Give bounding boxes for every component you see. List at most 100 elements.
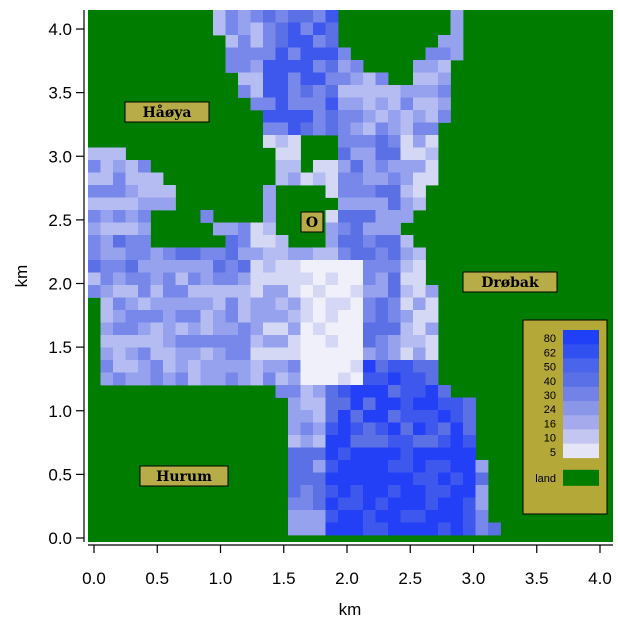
water-cell xyxy=(175,285,189,298)
water-cell xyxy=(350,485,364,498)
water-cell xyxy=(413,510,426,523)
water-cell xyxy=(400,110,414,123)
water-cell xyxy=(375,210,389,223)
water-cell xyxy=(113,310,126,323)
water-cell xyxy=(425,60,439,73)
water-cell xyxy=(238,10,251,23)
water-cell xyxy=(288,47,301,61)
water-cell xyxy=(338,385,351,398)
water-cell xyxy=(350,360,364,373)
water-cell xyxy=(400,360,414,373)
water-cell xyxy=(325,172,339,186)
water-cell xyxy=(363,485,376,498)
water-cell xyxy=(413,285,426,298)
water-cell xyxy=(200,347,214,361)
water-cell xyxy=(263,185,276,198)
water-cell xyxy=(375,472,389,486)
water-cell xyxy=(413,472,426,486)
water-cell xyxy=(100,260,114,273)
water-cell xyxy=(363,85,376,98)
water-cell xyxy=(313,10,326,23)
water-cell xyxy=(338,197,351,211)
water-cell xyxy=(363,147,376,161)
y-tick-label: 3.0 xyxy=(48,147,72,166)
water-cell xyxy=(338,335,351,348)
water-cell xyxy=(288,160,301,173)
water-cell xyxy=(250,97,264,111)
water-cell xyxy=(375,172,389,186)
water-cell xyxy=(175,310,189,323)
water-cell xyxy=(388,297,401,311)
water-cell xyxy=(388,485,401,498)
water-cell xyxy=(313,397,326,411)
water-cell xyxy=(425,310,439,323)
water-cell xyxy=(438,422,451,436)
water-cell xyxy=(150,260,164,273)
water-cell xyxy=(338,247,351,261)
water-cell xyxy=(288,272,301,286)
water-cell xyxy=(188,372,201,386)
water-cell xyxy=(375,435,389,448)
water-cell xyxy=(363,285,376,298)
water-cell xyxy=(113,247,126,261)
water-cell xyxy=(400,485,414,498)
water-cell xyxy=(250,372,264,386)
water-cell xyxy=(388,410,401,423)
legend-swatch xyxy=(563,330,599,345)
water-cell xyxy=(100,197,114,211)
water-cell xyxy=(338,497,351,511)
water-cell xyxy=(363,222,376,236)
water-cell xyxy=(463,447,476,461)
water-cell xyxy=(200,360,214,373)
water-cell xyxy=(400,160,414,173)
water-cell xyxy=(338,472,351,486)
water-cell xyxy=(263,22,276,36)
water-cell xyxy=(450,497,464,511)
water-cell xyxy=(263,297,276,311)
water-cell xyxy=(363,397,376,411)
water-cell xyxy=(263,60,276,73)
water-cell xyxy=(450,422,464,436)
water-cell xyxy=(275,85,289,98)
water-cell xyxy=(375,147,389,161)
water-cell xyxy=(288,10,301,23)
water-cell xyxy=(388,210,401,223)
water-cell xyxy=(450,460,464,473)
water-cell xyxy=(413,160,426,173)
water-cell xyxy=(213,372,226,386)
water-cell xyxy=(388,160,401,173)
x-tick-label: 4.0 xyxy=(588,569,612,588)
water-cell xyxy=(250,335,264,348)
place-label-o: O xyxy=(300,211,324,233)
water-cell xyxy=(425,135,439,148)
water-cell xyxy=(263,272,276,286)
water-cell xyxy=(400,297,414,311)
water-cell xyxy=(300,60,314,73)
water-cell xyxy=(438,510,451,523)
water-cell xyxy=(400,335,414,348)
water-cell xyxy=(463,497,476,511)
water-cell xyxy=(175,372,189,386)
water-cell xyxy=(213,272,226,286)
water-cell xyxy=(388,185,401,198)
water-cell xyxy=(400,235,414,248)
water-cell xyxy=(325,35,339,48)
water-cell xyxy=(113,172,126,186)
water-cell xyxy=(400,247,414,261)
water-cell xyxy=(425,372,439,386)
water-cell xyxy=(438,497,451,511)
water-cell xyxy=(275,160,289,173)
water-cell xyxy=(300,335,314,348)
water-cell xyxy=(375,360,389,373)
legend-level-label: 50 xyxy=(544,362,556,374)
water-cell xyxy=(300,422,314,436)
water-cell xyxy=(325,122,339,136)
legend-level-label: 16 xyxy=(544,418,556,430)
water-cell xyxy=(250,72,264,86)
y-tick-label: 2.5 xyxy=(48,211,72,230)
water-cell xyxy=(188,260,201,273)
water-cell xyxy=(325,335,339,348)
water-cell xyxy=(150,347,164,361)
water-cell xyxy=(313,97,326,111)
